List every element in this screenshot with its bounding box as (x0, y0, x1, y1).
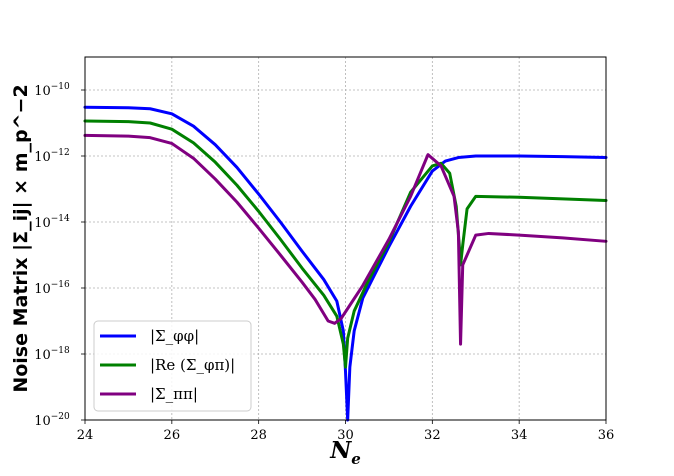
y-axis-label: Noise Matrix |Σ_ij| × m_p^−2 (10, 84, 32, 392)
x-tick-label: 36 (598, 428, 615, 443)
x-tick-label: 34 (511, 428, 528, 443)
y-tick-label: 10−14 (34, 214, 70, 231)
y-tick-label: 10−18 (34, 346, 70, 363)
y-tick-label: 10−16 (34, 280, 70, 297)
x-tick-label: 26 (164, 428, 181, 443)
y-tick-label: 10−10 (34, 82, 70, 99)
axis-ticks: 24 26 28 30 32 34 36 10−20 10−18 10−16 10−14 10−12 1… (34, 82, 614, 443)
x-axis-label: Ne (329, 437, 361, 468)
series-line-3 (83, 133, 608, 346)
legend: |Σ_φφ| |Re (Σ_φπ)| |Σ_ππ| (93, 320, 252, 412)
x-tick-label: 24 (77, 428, 94, 443)
legend-label-3: |Σ_ππ| (150, 385, 198, 403)
x-tick-label: 28 (250, 428, 267, 443)
legend-label-1: |Σ_φφ| (150, 327, 199, 345)
series-lines (83, 105, 608, 422)
series-line-1 (83, 105, 608, 422)
x-tick-label: 30 (337, 428, 354, 443)
legend-box (93, 320, 252, 412)
series-line-2 (83, 119, 608, 369)
y-tick-label: 10−20 (34, 412, 70, 429)
y-tick-label: 10−12 (34, 148, 70, 165)
legend-label-2: |Re (Σ_φπ)| (150, 356, 235, 374)
x-tick-label: 32 (424, 428, 441, 443)
